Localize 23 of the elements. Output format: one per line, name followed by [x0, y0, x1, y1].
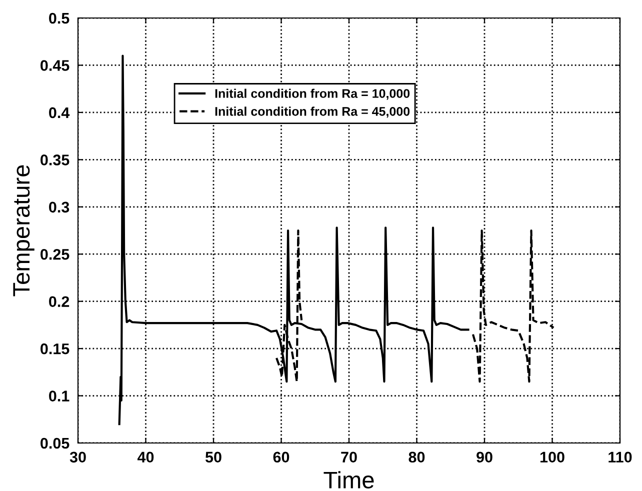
x-tick-label: 60	[273, 452, 290, 463]
x-tick-label: 80	[408, 452, 425, 463]
y-axis-title: Temperature	[13, 165, 34, 296]
x-tick-label: 70	[341, 452, 357, 463]
y-tick-label: 0.3	[49, 202, 70, 213]
x-axis-title: Time	[324, 471, 374, 488]
y-tick-label: 0.4	[49, 107, 70, 118]
y-tick-label: 0.5	[49, 12, 70, 24]
legend-label: Initial condition from Ra = 10,000	[215, 88, 410, 100]
y-tick-label: 0.2	[49, 296, 70, 308]
x-tick-label: 30	[70, 452, 86, 463]
x-tick-label: 110	[608, 452, 632, 463]
x-tick-label: 40	[137, 452, 154, 463]
y-tick-label: 0.25	[40, 248, 70, 260]
y-tick-label: 0.35	[40, 154, 70, 166]
x-tick-label: 100	[540, 452, 564, 463]
legend-label: Initial condition from Ra = 45,000	[215, 106, 410, 118]
y-tick-label: 0.15	[40, 343, 70, 354]
y-tick-label: 0.45	[40, 60, 70, 71]
y-tick-label: 0.1	[49, 390, 70, 402]
x-tick-label: 50	[205, 452, 222, 463]
x-tick-label: 90	[476, 452, 492, 463]
y-tick-label: 0.05	[40, 438, 70, 449]
